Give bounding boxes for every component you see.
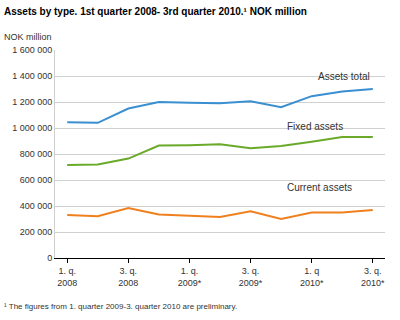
svg-text:0: 0 xyxy=(47,253,52,263)
svg-text:1 400 000: 1 400 000 xyxy=(12,71,52,81)
svg-text:Assets by type. 1st quarter 20: Assets by type. 1st quarter 2008- 3rd qu… xyxy=(4,6,307,17)
svg-text:3. q.2010*: 3. q.2010* xyxy=(361,266,385,288)
svg-text:Fixed assets: Fixed assets xyxy=(287,121,343,132)
svg-text:1. q.2008: 1. q.2008 xyxy=(57,266,77,288)
svg-text:1 600 000: 1 600 000 xyxy=(12,45,52,55)
svg-text:400 000: 400 000 xyxy=(20,201,53,211)
svg-text:¹ The figures from 1. quarter: ¹ The figures from 1. quarter 2009-3. qu… xyxy=(4,302,237,311)
svg-text:3. q.2008: 3. q.2008 xyxy=(118,266,138,288)
svg-text:Assets total: Assets total xyxy=(318,71,370,82)
svg-text:800 000: 800 000 xyxy=(20,149,53,159)
svg-text:1. q.2009*: 1. q.2009* xyxy=(178,266,202,288)
svg-text:3. q.2009*: 3. q.2009* xyxy=(239,266,263,288)
svg-text:1. q2010*: 1. q2010* xyxy=(300,266,324,288)
svg-text:1 000 000: 1 000 000 xyxy=(12,123,52,133)
svg-text:600 000: 600 000 xyxy=(20,175,53,185)
svg-text:NOK million: NOK million xyxy=(4,32,52,42)
svg-text:200 000: 200 000 xyxy=(20,227,53,237)
svg-text:Current assets: Current assets xyxy=(287,182,352,193)
svg-text:1 200 000: 1 200 000 xyxy=(12,97,52,107)
